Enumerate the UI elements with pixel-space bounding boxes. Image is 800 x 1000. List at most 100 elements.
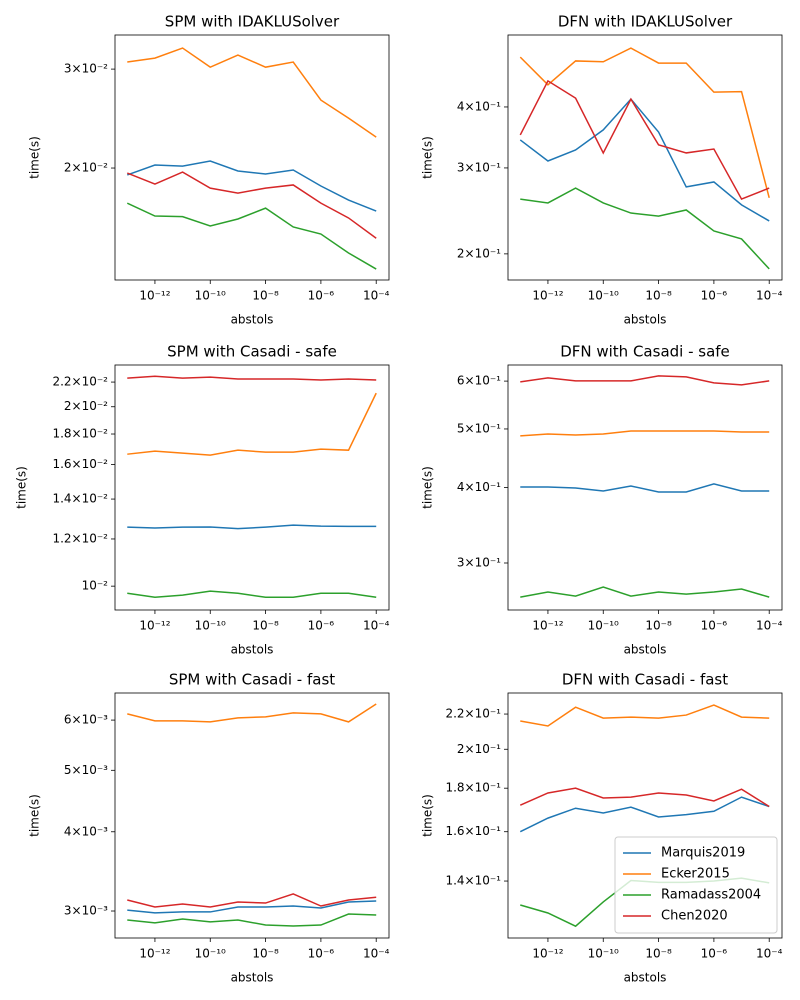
x-tick-label: 10⁻⁶ [308, 289, 335, 303]
subplot-title: DFN with Casadi - safe [560, 343, 730, 361]
series-line [126, 171, 377, 239]
y-tick-label: 1.6×10⁻² [52, 457, 108, 471]
x-tick-label: 10⁻⁸ [252, 619, 279, 633]
series-line [127, 913, 377, 927]
x-tick-label: 10⁻¹² [532, 947, 563, 961]
y-tick-label: 5×10⁻³ [64, 763, 108, 777]
x-tick-label: 10⁻⁸ [645, 947, 672, 961]
series-line [127, 524, 377, 530]
x-axis-label: abstols [231, 971, 274, 985]
y-tick-label: 1.4×10⁻² [52, 492, 108, 506]
series-line [127, 392, 377, 456]
legend-label: Marquis2019 [661, 846, 745, 861]
y-tick-label: 10⁻² [82, 579, 109, 593]
series-line [520, 187, 770, 270]
y-tick-label: 3×10⁻³ [64, 904, 108, 918]
series-line [127, 375, 377, 381]
x-tick-label: 10⁻⁶ [701, 289, 728, 303]
y-tick-label: 3×10⁻² [64, 62, 108, 76]
y-tick-label: 1.8×10⁻¹ [445, 781, 501, 795]
series-line [519, 98, 770, 222]
y-tick-label: 4×10⁻³ [64, 824, 108, 838]
y-tick-label: 2×10⁻² [64, 399, 108, 413]
x-tick-label: 10⁻¹² [139, 289, 170, 303]
series-line [127, 703, 377, 723]
y-tick-label: 2.2×10⁻¹ [445, 707, 501, 721]
x-tick-label: 10⁻⁴ [363, 947, 390, 961]
subplot-title: DFN with Casadi - fast [562, 671, 728, 689]
axes-frame [507, 34, 783, 281]
y-tick-label: 4×10⁻¹ [457, 480, 501, 494]
x-tick-label: 10⁻¹⁰ [195, 947, 226, 961]
x-tick-label: 10⁻¹² [532, 289, 563, 303]
y-axis-label: time(s) [421, 794, 435, 837]
x-tick-label: 10⁻⁸ [645, 619, 672, 633]
x-tick-label: 10⁻¹⁰ [588, 289, 619, 303]
x-tick-label: 10⁻⁴ [363, 619, 390, 633]
subplot-title: SPM with Casadi - fast [169, 671, 335, 689]
y-tick-label: 3×10⁻¹ [457, 555, 501, 569]
x-tick-label: 10⁻¹² [139, 619, 170, 633]
y-tick-label: 3×10⁻¹ [457, 160, 501, 174]
y-axis-label: time(s) [421, 136, 435, 179]
y-axis-label: time(s) [15, 466, 29, 509]
series-line [519, 796, 770, 833]
y-tick-label: 6×10⁻¹ [457, 374, 501, 388]
legend-box [614, 836, 778, 934]
x-tick-label: 10⁻¹⁰ [195, 289, 226, 303]
subplot-title: DFN with IDAKLUSolver [558, 13, 733, 31]
x-tick-label: 10⁻⁸ [645, 289, 672, 303]
series-line [520, 704, 770, 727]
y-tick-label: 1.2×10⁻² [52, 531, 108, 545]
x-tick-label: 10⁻¹⁰ [195, 619, 226, 633]
x-axis-label: abstols [231, 313, 274, 327]
series-line [126, 202, 377, 270]
y-tick-label: 2.2×10⁻² [52, 375, 108, 389]
x-tick-label: 10⁻⁸ [252, 289, 279, 303]
x-tick-label: 10⁻⁶ [701, 619, 728, 633]
y-tick-label: 6×10⁻³ [64, 713, 108, 727]
x-tick-label: 10⁻¹² [139, 947, 170, 961]
y-tick-label: 2×10⁻¹ [457, 742, 501, 756]
x-tick-label: 10⁻⁶ [308, 947, 335, 961]
y-axis-label: time(s) [421, 466, 435, 509]
x-tick-label: 10⁻⁴ [756, 947, 783, 961]
x-tick-label: 10⁻¹² [532, 619, 563, 633]
y-tick-label: 2×10⁻² [64, 161, 108, 175]
x-tick-label: 10⁻⁴ [756, 289, 783, 303]
series-line [127, 900, 377, 914]
series-line [127, 47, 377, 138]
y-tick-label: 1.8×10⁻² [52, 427, 108, 441]
x-axis-label: abstols [624, 971, 667, 985]
subplot-title: SPM with Casadi - safe [167, 343, 337, 361]
legend-label: Chen2020 [661, 909, 728, 924]
x-tick-label: 10⁻⁴ [756, 619, 783, 633]
axes-frame [507, 364, 783, 611]
y-tick-label: 5×10⁻¹ [457, 421, 501, 435]
x-tick-label: 10⁻¹⁰ [588, 947, 619, 961]
subplot-title: SPM with IDAKLUSolver [165, 13, 340, 31]
legend-label: Ramadass2004 [661, 888, 761, 903]
axes-frame [114, 364, 390, 611]
series-line [127, 160, 377, 212]
x-tick-label: 10⁻⁶ [701, 947, 728, 961]
series-line [127, 590, 377, 599]
axes-frame [114, 692, 390, 939]
y-tick-label: 1.6×10⁻¹ [445, 824, 501, 838]
x-tick-label: 10⁻⁶ [308, 619, 335, 633]
x-axis-label: abstols [231, 643, 274, 657]
y-tick-label: 4×10⁻¹ [457, 99, 501, 113]
x-tick-label: 10⁻⁸ [252, 947, 279, 961]
series-line [519, 79, 770, 201]
x-axis-label: abstols [624, 313, 667, 327]
y-tick-label: 1.4×10⁻¹ [445, 874, 501, 888]
series-line [520, 375, 770, 386]
series-line [520, 430, 770, 437]
y-tick-label: 2×10⁻¹ [457, 246, 501, 260]
series-line [520, 483, 770, 493]
axes-frame [114, 34, 390, 281]
legend-label: Ecker2015 [661, 867, 730, 882]
x-axis-label: abstols [624, 643, 667, 657]
series-line [519, 47, 770, 199]
